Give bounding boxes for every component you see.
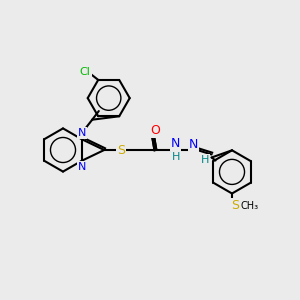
- Text: H: H: [201, 155, 209, 165]
- Text: N: N: [78, 162, 86, 172]
- Text: S: S: [117, 143, 125, 157]
- Text: N: N: [78, 128, 86, 138]
- Text: Cl: Cl: [80, 67, 91, 77]
- Text: N: N: [171, 137, 180, 150]
- Text: O: O: [150, 124, 160, 137]
- Text: N: N: [189, 138, 198, 151]
- Text: H: H: [171, 152, 180, 162]
- Text: CH₃: CH₃: [241, 201, 259, 211]
- Text: S: S: [231, 199, 239, 212]
